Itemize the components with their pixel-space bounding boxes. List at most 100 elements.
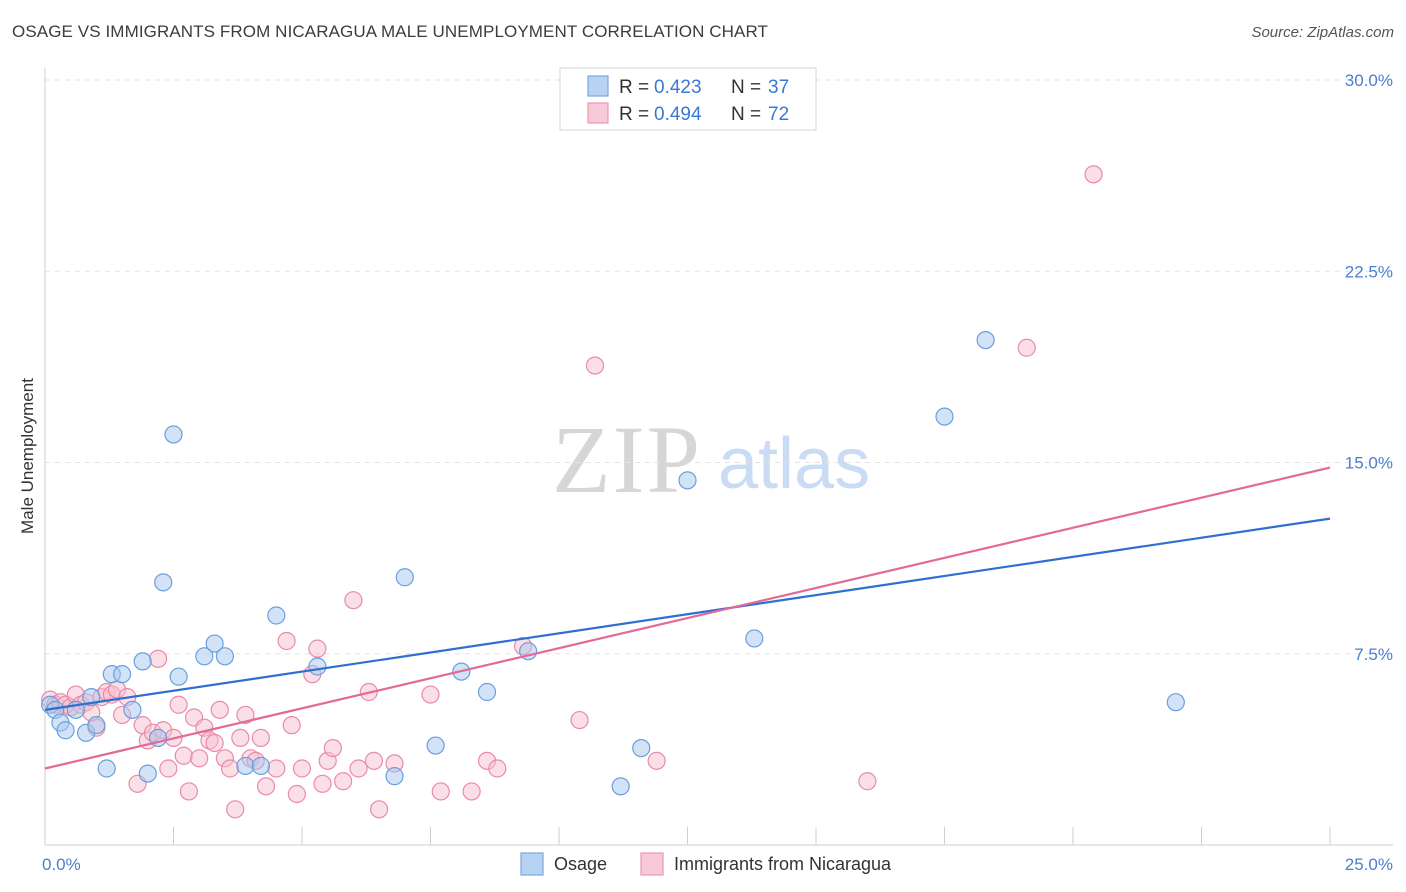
nicaragua-point: [282, 716, 301, 735]
nicaragua-point: [267, 759, 286, 778]
osage-point: [133, 652, 152, 671]
watermark-atlas: atlas: [718, 424, 870, 504]
trendlines: [44, 466, 1331, 770]
bottom-legend-label-osage: Osage: [554, 854, 607, 874]
osage-point: [112, 665, 132, 684]
nicaragua-point: [148, 649, 168, 668]
nicaragua-point: [179, 782, 199, 801]
osage-point: [632, 738, 651, 758]
legend-r-value-osage: 0.423: [654, 77, 702, 98]
legend-swatch-osage: [587, 75, 609, 97]
osage-point: [395, 568, 414, 587]
nicaragua-point: [231, 728, 250, 748]
osage-point: [236, 756, 255, 776]
osage-point: [56, 721, 75, 740]
y-axis-label: Male Unemployment: [18, 378, 37, 534]
nicaragua-point: [647, 751, 666, 770]
nicaragua-point: [421, 685, 440, 704]
bottom-legend-swatch-nicaragua: [640, 852, 664, 876]
nicaragua-point: [308, 639, 327, 658]
nicaragua-point: [236, 705, 255, 725]
nicaragua-point: [169, 695, 188, 714]
osage-point: [976, 331, 995, 350]
nicaragua-point: [190, 749, 209, 768]
nicaragua-point: [370, 800, 389, 819]
legend-n-value-osage: 37: [768, 77, 789, 98]
osage-point: [123, 700, 142, 719]
bottom-legend-label-nicaragua: Immigrants from Nicaragua: [674, 854, 892, 874]
nicaragua-point: [1084, 165, 1103, 184]
osage-point: [97, 759, 116, 778]
y-tick-label: 22.5%: [1345, 262, 1393, 281]
nicaragua-trendline: [44, 466, 1331, 770]
osage-point: [215, 647, 234, 666]
y-tick-label: 15.0%: [1345, 454, 1393, 473]
osage-point: [164, 425, 183, 444]
nicaragua-point: [585, 356, 605, 375]
osage-point: [1166, 693, 1185, 712]
legend: R = 0.423 N = 37 R = 0.494 N = 72: [559, 67, 817, 131]
nicaragua-point: [287, 784, 306, 804]
legend-n-value-nicaragua: 72: [768, 104, 789, 125]
nicaragua-point: [256, 777, 276, 796]
nicaragua-point: [858, 772, 877, 791]
legend-r-label-nicaragua: R =: [619, 104, 649, 125]
nicaragua-point: [488, 759, 507, 778]
gridlines: [45, 79, 1393, 655]
y-tick-label: 30.0%: [1345, 71, 1393, 90]
nicaragua-point: [364, 751, 384, 770]
nicaragua-point: [323, 738, 342, 758]
osage-point: [611, 777, 630, 796]
nicaragua-point: [210, 700, 229, 719]
osage-point: [308, 657, 327, 676]
nicaragua-point: [334, 772, 353, 791]
nicaragua-point: [1017, 338, 1036, 357]
x-tick-label: 0.0%: [42, 855, 81, 874]
x-tick-label: 25.0%: [1345, 855, 1393, 874]
osage-point: [169, 667, 188, 686]
bottom-legend: Osage Immigrants from Nicaragua: [520, 852, 892, 876]
legend-r-label-osage: R =: [619, 77, 649, 98]
nicaragua-point: [570, 710, 589, 730]
legend-n-label-nicaragua: N =: [731, 104, 761, 125]
osage-trendline: [44, 517, 1331, 711]
osage-point: [205, 634, 224, 653]
nicaragua-point: [226, 800, 245, 819]
x-tick-labels: 0.0% 25.0%: [42, 855, 1393, 874]
osage-point: [385, 767, 404, 786]
y-tick-labels: 7.5% 15.0% 22.5% 30.0%: [1345, 71, 1393, 664]
nicaragua-point: [251, 728, 270, 748]
nicaragua-point: [220, 759, 240, 778]
watermark: ZIP atlas: [552, 406, 870, 513]
y-tick-label: 7.5%: [1354, 645, 1393, 664]
osage-point: [477, 682, 497, 702]
nicaragua-point: [344, 591, 363, 610]
legend-n-label-osage: N =: [731, 77, 761, 98]
osage-point: [138, 764, 157, 783]
nicaragua-point: [174, 746, 193, 765]
watermark-zip: ZIP: [552, 406, 702, 513]
legend-r-value-nicaragua: 0.494: [654, 104, 702, 125]
osage-point: [195, 647, 214, 666]
bottom-legend-swatch-osage: [520, 852, 544, 876]
nicaragua-point: [159, 759, 178, 778]
nicaragua-point: [431, 782, 450, 801]
nicaragua-point: [205, 733, 224, 753]
osage-point: [935, 407, 954, 426]
osage-point: [267, 606, 286, 625]
osage-point: [678, 471, 697, 490]
nicaragua-point: [277, 631, 296, 651]
osage-point: [87, 716, 106, 735]
osage-point: [745, 629, 764, 648]
legend-swatch-nicaragua: [587, 102, 609, 124]
nicaragua-point: [313, 774, 332, 793]
nicaragua-point: [349, 759, 368, 778]
nicaragua-point: [292, 759, 312, 778]
osage-point: [251, 756, 270, 776]
osage-point: [154, 573, 173, 592]
source-label: Source: ZipAtlas.com: [1251, 24, 1394, 41]
nicaragua-point: [462, 782, 481, 801]
osage-point: [426, 736, 445, 755]
axes: [44, 68, 1393, 846]
